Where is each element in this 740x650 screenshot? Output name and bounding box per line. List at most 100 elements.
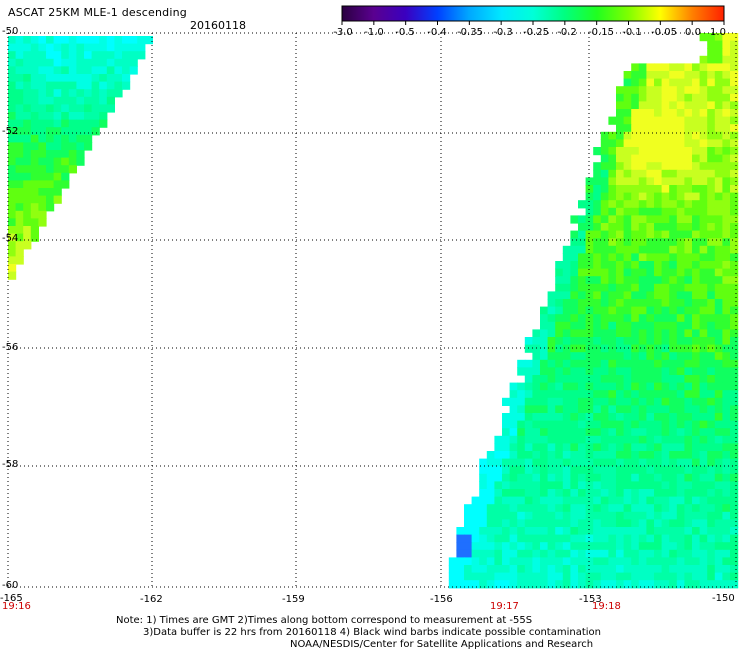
swath-cell — [524, 359, 533, 368]
swath-cell — [616, 390, 625, 399]
swath-cell — [646, 63, 655, 72]
swath-cell — [714, 78, 723, 87]
swath-cell — [570, 268, 579, 277]
colorbar-label: 0.0 — [685, 27, 701, 38]
swath-cell — [524, 504, 533, 513]
swath-cell — [23, 157, 32, 166]
swath-cell — [638, 443, 647, 452]
swath-cell — [646, 466, 655, 475]
swath-cell — [448, 565, 457, 574]
swath-cell — [585, 473, 594, 482]
swath-cell — [722, 405, 731, 414]
swath-cell — [8, 43, 17, 52]
swath-cell — [608, 420, 617, 429]
swath-cell — [122, 51, 131, 60]
swath-cell — [676, 428, 685, 437]
swath-cell — [524, 511, 533, 520]
swath-cell — [676, 124, 685, 133]
swath-cell — [646, 473, 655, 482]
swath-cell — [730, 489, 739, 498]
swath-cell — [699, 109, 708, 118]
swath-cell — [555, 557, 564, 566]
swath-cell — [654, 481, 663, 490]
swath-cell — [661, 276, 670, 285]
swath-cell — [654, 261, 663, 270]
swath-cell — [714, 200, 723, 209]
swath-cell — [593, 496, 602, 505]
swath-cell — [68, 58, 77, 67]
swath-cell — [661, 63, 670, 72]
swath-cell — [714, 299, 723, 308]
swath-cell — [8, 150, 17, 159]
swath-cell — [714, 534, 723, 543]
swath-cell — [730, 557, 739, 566]
swath-cell — [479, 473, 488, 482]
swath-cell — [578, 352, 587, 361]
swath-cell — [669, 230, 678, 239]
swath-cell — [517, 565, 526, 574]
swath-cell — [608, 481, 617, 490]
swath-cell — [699, 101, 708, 110]
swath-cell — [8, 142, 17, 151]
swath-cell — [547, 549, 556, 558]
swath-cell — [524, 344, 533, 353]
swath-cell — [631, 413, 640, 422]
swath-cell — [540, 367, 549, 376]
swath-cell — [646, 382, 655, 391]
swath-cell — [654, 223, 663, 232]
swath-cell — [570, 557, 579, 566]
swath-cell — [486, 451, 495, 460]
swath-cell — [23, 226, 32, 235]
swath-cell — [699, 557, 708, 566]
swath-cell — [631, 337, 640, 346]
swath-cell — [46, 96, 55, 105]
swath-cell — [676, 511, 685, 520]
swath-cell — [532, 496, 541, 505]
swath-cell — [464, 519, 473, 528]
swath-cell — [631, 109, 640, 118]
swath-cell — [623, 496, 632, 505]
swath-cell — [608, 557, 617, 566]
swath-cell — [699, 466, 708, 475]
swath-cell — [608, 185, 617, 194]
swath-cell — [722, 291, 731, 300]
swath-cell — [676, 299, 685, 308]
swath-cell — [676, 154, 685, 163]
swath-cell — [661, 534, 670, 543]
swath-cell — [578, 268, 587, 277]
swath-cell — [547, 291, 556, 300]
swath-cell — [722, 504, 731, 513]
swath-cell — [730, 413, 739, 422]
swath-cell — [8, 195, 17, 204]
swath-cell — [669, 283, 678, 292]
swath-cell — [684, 321, 693, 330]
swath-cell — [661, 147, 670, 156]
swath-cell — [646, 321, 655, 330]
swath-cell — [661, 78, 670, 87]
swath-cell — [593, 504, 602, 513]
swath-cell — [585, 413, 594, 422]
swath-cell — [608, 451, 617, 460]
swath-cell — [8, 180, 17, 189]
swath-cell — [562, 329, 571, 338]
swath-cell — [517, 504, 526, 513]
swath-cell — [555, 443, 564, 452]
swath-cell — [638, 63, 647, 72]
swath-cell — [570, 367, 579, 376]
swath-cell — [562, 261, 571, 270]
swath-cell — [600, 527, 609, 536]
swath-cell — [684, 352, 693, 361]
swath-cell — [692, 405, 701, 414]
swath-cell — [76, 74, 85, 83]
swath-cell — [562, 496, 571, 505]
swath-cell — [593, 565, 602, 574]
swath-cell — [684, 131, 693, 140]
swath-cell — [464, 580, 473, 589]
swath-cell — [654, 367, 663, 376]
swath-cell — [707, 458, 716, 467]
swath-cell — [684, 215, 693, 224]
swath-cell — [661, 458, 670, 467]
swath-cell — [53, 165, 62, 174]
swath-cell — [722, 519, 731, 528]
swath-cell — [692, 572, 701, 581]
